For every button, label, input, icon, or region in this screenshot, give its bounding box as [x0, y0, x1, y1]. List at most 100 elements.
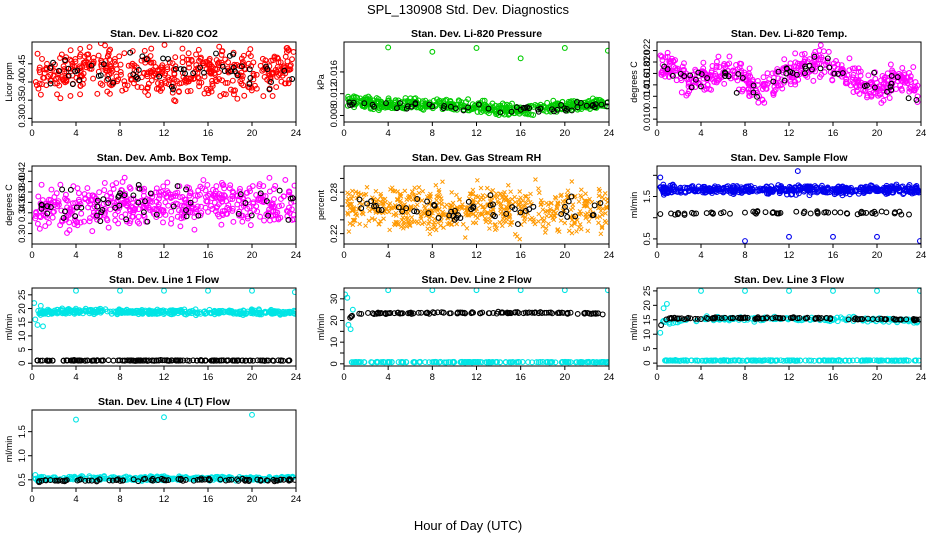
x-tick-label: 12	[159, 372, 170, 383]
panel-title: Stan. Dev. Li-820 Pressure	[411, 28, 542, 40]
data-point	[50, 59, 57, 66]
data-point	[46, 357, 53, 364]
data-point	[77, 91, 84, 98]
data-point	[670, 63, 677, 70]
data-point	[176, 194, 183, 201]
data-point	[86, 218, 93, 225]
x-tick-label: 4	[698, 250, 703, 261]
data-point	[291, 289, 296, 296]
data-point	[755, 314, 761, 321]
data-point	[871, 84, 878, 91]
data-point	[248, 310, 255, 317]
data-point	[831, 70, 838, 77]
data-point	[598, 101, 605, 108]
data-point	[658, 322, 665, 329]
data-point	[271, 53, 278, 60]
data-point	[282, 53, 289, 60]
data-point	[69, 81, 76, 88]
data-point	[243, 189, 250, 196]
data-point	[827, 316, 834, 323]
data-point	[663, 300, 670, 307]
data-point	[578, 211, 584, 217]
x-tick-label: 16	[203, 372, 214, 383]
data-point	[698, 71, 705, 78]
data-point	[115, 220, 122, 227]
x-tick-label: 24	[916, 372, 927, 383]
data-point	[441, 359, 448, 366]
data-point	[821, 209, 828, 216]
data-point	[151, 205, 158, 212]
data-point	[823, 61, 830, 68]
data-point	[256, 181, 263, 188]
data-point	[352, 217, 358, 223]
data-point	[825, 48, 832, 55]
data-points	[344, 44, 609, 118]
data-points	[657, 168, 921, 244]
data-point	[97, 218, 104, 225]
data-point	[38, 310, 45, 317]
data-point	[451, 207, 458, 214]
data-point	[289, 216, 296, 223]
data-point	[141, 357, 147, 364]
data-point	[150, 72, 157, 79]
data-point	[893, 316, 899, 323]
data-point	[222, 91, 229, 98]
data-point	[259, 67, 266, 74]
data-point	[899, 78, 906, 84]
data-point	[409, 215, 415, 220]
data-point	[762, 85, 769, 92]
y-tick-label: 0.30	[17, 224, 28, 243]
data-point	[37, 312, 44, 318]
data-point	[172, 357, 179, 364]
data-point	[164, 66, 171, 73]
data-point	[574, 229, 579, 234]
data-point	[517, 189, 523, 194]
data-point	[485, 105, 492, 112]
data-point	[845, 316, 852, 323]
data-point	[750, 89, 757, 96]
x-tick-label: 20	[560, 372, 571, 383]
data-point	[242, 200, 249, 206]
data-point	[812, 315, 819, 321]
data-point	[460, 107, 467, 114]
data-point	[710, 210, 716, 217]
data-point	[675, 210, 682, 216]
data-point	[36, 64, 43, 71]
data-point	[205, 288, 211, 294]
data-point	[350, 93, 357, 100]
data-point	[727, 315, 734, 322]
data-point	[369, 216, 375, 221]
data-point	[579, 359, 586, 366]
data-point	[429, 226, 435, 232]
x-tick-label: 8	[430, 128, 435, 139]
data-point	[99, 357, 106, 364]
data-point	[171, 71, 178, 78]
data-point	[746, 186, 752, 193]
data-point	[471, 197, 476, 203]
data-point	[286, 357, 293, 364]
data-point	[851, 316, 858, 323]
data-point	[509, 100, 515, 107]
data-point	[72, 213, 79, 220]
data-point	[127, 185, 134, 192]
data-point	[790, 186, 797, 193]
data-point	[282, 176, 289, 183]
data-point	[559, 192, 564, 198]
data-point	[802, 185, 809, 191]
y-tick-label: 0.34	[17, 204, 28, 223]
y-tick-label: 30	[329, 294, 340, 305]
data-point	[464, 225, 470, 231]
data-point	[498, 210, 504, 216]
data-point	[143, 56, 150, 63]
data-point	[474, 108, 481, 115]
data-point	[529, 215, 535, 221]
data-point	[190, 357, 197, 364]
data-point	[530, 203, 537, 210]
data-point	[89, 192, 96, 199]
data-point	[449, 189, 455, 195]
data-point	[123, 216, 130, 223]
data-point	[574, 104, 581, 111]
data-point	[367, 208, 372, 214]
data-point	[344, 294, 351, 301]
